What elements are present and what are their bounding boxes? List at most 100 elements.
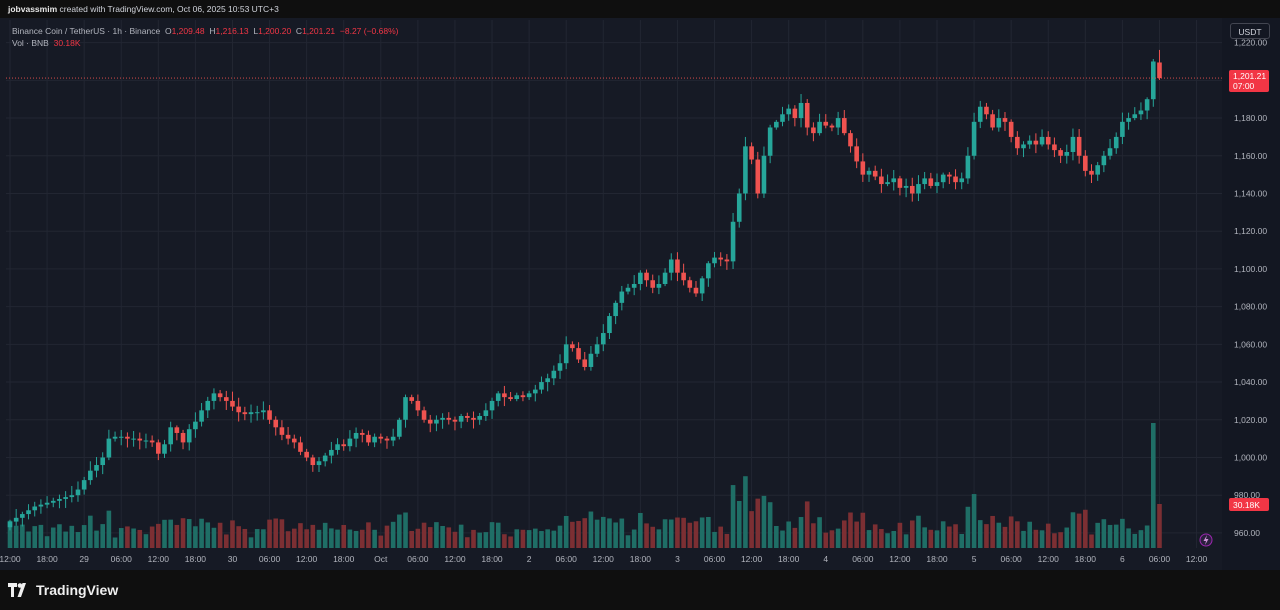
volume-bar xyxy=(631,529,637,548)
candle xyxy=(156,439,161,461)
volume-bar xyxy=(600,516,606,548)
candle xyxy=(118,429,124,446)
volume-bar xyxy=(106,510,112,548)
candle xyxy=(483,403,489,421)
volume-bar xyxy=(7,520,13,548)
volume-bar xyxy=(495,522,501,548)
candle xyxy=(1144,97,1150,120)
currency-button[interactable]: USDT xyxy=(1230,23,1270,39)
volume-bar xyxy=(248,537,254,548)
candle xyxy=(242,406,248,421)
price-tick-label: 980.00 xyxy=(1234,490,1260,500)
candle xyxy=(730,212,736,270)
candle xyxy=(143,433,149,449)
candle xyxy=(1045,131,1051,150)
time-tick-label: 6 xyxy=(1120,554,1125,564)
candle-body xyxy=(335,444,340,450)
candle xyxy=(378,433,384,444)
volume-bar xyxy=(829,530,835,548)
candle xyxy=(205,396,211,418)
volume-bar xyxy=(236,526,241,548)
candle-body xyxy=(1157,62,1162,79)
candle xyxy=(761,146,767,198)
volume-bar xyxy=(755,498,761,548)
volume-bar xyxy=(180,518,186,548)
candle-body xyxy=(588,353,594,367)
candle xyxy=(563,336,569,370)
candle xyxy=(508,392,513,402)
price-chart[interactable]: 960.00 980.00 1,000.00 1,020.00 1,040.00 1,06… xyxy=(0,18,1280,570)
candle xyxy=(193,412,198,438)
price-tick-label: 1,180.00 xyxy=(1234,113,1267,123)
volume-bar xyxy=(551,530,557,548)
candle xyxy=(557,354,563,379)
candle-body xyxy=(205,400,211,411)
candle xyxy=(774,119,779,130)
volume-bar xyxy=(650,526,656,548)
candle-body xyxy=(341,444,347,447)
candle xyxy=(718,252,723,267)
candle xyxy=(551,365,557,386)
candle xyxy=(1120,112,1125,145)
volume-bar xyxy=(582,518,588,548)
candle xyxy=(57,494,62,509)
volume-bar xyxy=(1039,530,1045,548)
price-tick-label: 1,100.00 xyxy=(1234,264,1267,274)
candle xyxy=(384,436,390,449)
tradingview-logo[interactable]: TradingView xyxy=(8,580,118,600)
volume-bar xyxy=(397,514,402,548)
candle-body xyxy=(7,521,13,528)
candle-body xyxy=(81,480,87,490)
time-tick-label: 30 xyxy=(228,554,238,564)
candle xyxy=(971,112,977,160)
volume-line: Vol · BNB 30.18K xyxy=(12,37,399,49)
candle-body xyxy=(687,280,693,288)
volume-bar xyxy=(1045,523,1051,548)
candle xyxy=(310,454,316,472)
candle xyxy=(69,485,75,503)
volume-bar xyxy=(81,525,87,548)
candle-body xyxy=(199,410,204,422)
volume-bar xyxy=(662,519,668,548)
candle xyxy=(273,416,279,436)
candle xyxy=(335,438,340,455)
candle-body xyxy=(143,440,149,442)
candle-body xyxy=(539,382,544,390)
candle xyxy=(440,413,445,429)
volume-bar xyxy=(1052,533,1057,548)
volume-bar xyxy=(835,528,841,548)
volume-bar xyxy=(316,529,322,548)
candle-body xyxy=(817,121,822,134)
volume-bar xyxy=(1083,509,1088,548)
candle-body xyxy=(38,504,44,507)
time-tick-label: 18:00 xyxy=(926,554,948,564)
volume-bar xyxy=(75,532,81,548)
candle-body xyxy=(137,438,143,441)
candle-body xyxy=(298,442,303,452)
candle xyxy=(1008,119,1014,143)
candle xyxy=(916,175,921,202)
volume-bar xyxy=(118,528,124,548)
candle-body xyxy=(1120,121,1125,137)
candle xyxy=(434,415,439,432)
candle-body xyxy=(780,114,785,122)
volume-bar xyxy=(372,529,377,548)
symbol-name[interactable]: Binance Coin / TetherUS · 1h · Binance xyxy=(12,26,161,36)
volume-label[interactable]: Vol · BNB xyxy=(12,38,49,48)
price-tick-label: 1,120.00 xyxy=(1234,226,1267,236)
candle xyxy=(792,105,798,127)
candle-body xyxy=(514,395,520,400)
volume-bar xyxy=(347,529,353,548)
candle xyxy=(996,109,1002,132)
volume-bar xyxy=(668,519,674,548)
candle xyxy=(526,390,532,400)
time-tick-label: 12:00 xyxy=(1038,554,1060,564)
candle xyxy=(835,111,841,135)
candle xyxy=(631,275,637,296)
candle xyxy=(502,385,507,407)
lightning-icon xyxy=(1199,533,1213,547)
volume-bar xyxy=(273,518,279,548)
volume-bar xyxy=(149,526,155,548)
candle-body xyxy=(88,470,93,481)
candle-body xyxy=(1076,136,1082,156)
